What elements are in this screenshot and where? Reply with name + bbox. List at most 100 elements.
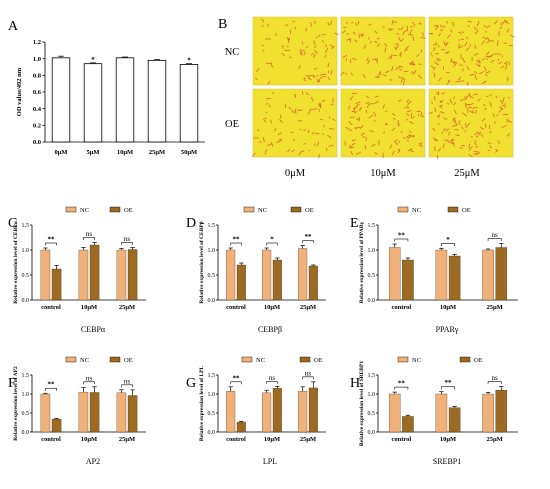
cell-stroke [420,142,423,145]
cell-stroke [498,53,501,56]
y-axis-label: Relative expression level of LPL [199,365,205,441]
cell-stroke [462,112,467,117]
cell-stroke [465,125,469,128]
cell-stroke [321,99,326,103]
significance-label: ** [48,236,56,244]
gene-label: CEBPβ [258,325,282,334]
cell-stroke [406,139,409,142]
cell-stroke [390,54,393,60]
x-tick-label: 50μM [181,149,197,156]
cell-stroke [317,141,320,147]
column-label: 25μM [454,168,480,179]
cell-stroke [399,65,404,68]
cell-stroke [438,32,441,37]
cell-stroke [262,118,267,123]
cell-stroke [473,153,478,155]
cell-stroke [362,73,366,79]
cell-stroke [418,63,422,66]
cell-stroke [476,21,480,27]
bar [147,59,167,143]
cell-stroke [483,104,486,107]
bar-nc [226,391,236,433]
x-tick-label: 10μM [440,436,456,443]
legend-swatch-oe [299,356,311,363]
cell-stroke [466,122,471,126]
y-axis-label: Relative expression level of CEBPα [13,220,19,303]
cell-stroke [417,74,423,80]
panel-letter: C [8,216,17,231]
y-tick-label: 1.0 [368,248,376,254]
cell-stroke [412,21,416,27]
cell-stroke [356,103,360,107]
cell-stroke [363,44,367,50]
bar-oe [51,268,62,301]
cell-stroke [503,61,509,65]
x-tick-label: 25μM [149,149,165,156]
cell-stroke [395,65,400,70]
bar-oe [236,421,246,433]
y-tick-label: 1.0 [208,392,216,398]
cell-stroke [303,143,306,145]
cell-stroke [506,28,510,33]
cell-stroke [410,148,413,151]
cell-stroke [435,52,439,55]
cell-stroke [389,144,393,149]
cell-stroke [286,45,289,48]
bar-oe [308,265,318,301]
cell-stroke [408,120,414,125]
cell-stroke [481,58,486,61]
cell-stroke [395,44,399,50]
cell-stroke [345,126,350,130]
cell-stroke [278,119,283,123]
cell-stroke [501,125,507,128]
panel-letter: E [350,216,359,231]
micrograph [428,88,514,158]
cell-stroke [439,105,443,109]
cell-stroke [437,45,440,48]
y-tick-label: 1.2 [33,39,41,46]
cell-stroke [324,54,327,58]
legend-label-oe: OE [474,357,483,364]
cell-stroke [407,33,414,36]
cell-stroke [441,131,444,135]
cell-stroke [400,76,406,81]
cell-stroke [482,36,488,40]
panel-letter: B [218,17,227,32]
y-tick-label: 0.5 [208,411,216,417]
cell-stroke [474,30,479,35]
legend-swatch-oe [109,206,121,213]
cell-stroke [341,29,346,34]
legend-swatch-nc [397,206,409,213]
cell-stroke [475,145,479,148]
cell-stroke [453,102,457,106]
column-label: 10μM [370,168,396,179]
cell-stroke [272,91,274,95]
significance-label: * [446,236,450,244]
cell-stroke [312,74,316,78]
cell-stroke [455,134,461,137]
cell-stroke [374,30,378,35]
y-axis-label: Relative expression level of AP2 [13,366,19,441]
cell-stroke [500,65,505,69]
cell-stroke [446,102,450,105]
significance-label: ns [492,374,499,382]
significance-label: ns [86,230,93,238]
significance-label: ** [233,374,241,382]
cell-stroke [437,122,440,125]
cell-stroke [312,76,316,78]
cell-stroke [439,111,445,114]
bar-nc [298,248,308,301]
bar-nc [388,393,401,433]
cell-stroke [365,101,370,104]
cell-stroke [391,112,396,116]
cell-stroke [438,77,442,82]
cell-stroke [294,108,297,113]
cell-stroke [372,58,378,61]
cell-stroke [278,138,283,141]
cell-stroke [510,34,515,38]
cell-stroke [465,103,471,106]
significance-label: ** [445,379,453,387]
y-tick-label: 0.5 [22,273,30,279]
